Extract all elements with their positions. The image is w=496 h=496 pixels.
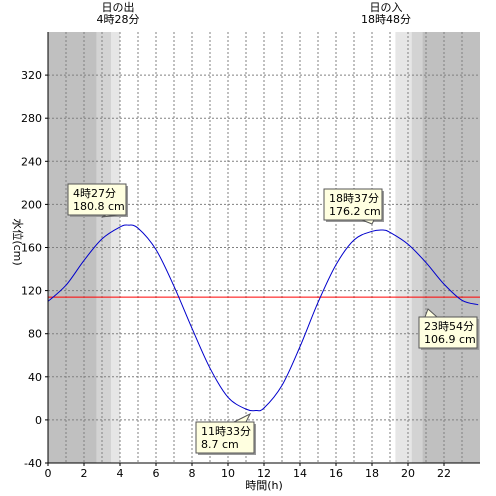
- x-tick-label: 16: [329, 467, 343, 480]
- x-tick-label: 14: [293, 467, 307, 480]
- twilight-light-shade: [395, 32, 412, 463]
- sunset-time: 18時48分: [361, 13, 411, 26]
- plot-frame: [45, 32, 480, 466]
- callout-time: 4時27分: [73, 187, 116, 200]
- y-axis-title: 水位(cm): [11, 218, 25, 265]
- callout-pointer: [233, 412, 252, 423]
- callout-value: 176.2 cm: [329, 205, 381, 218]
- callout-box: [418, 316, 478, 349]
- x-tick-label: 22: [437, 467, 451, 480]
- x-tick-label: 8: [189, 467, 196, 480]
- x-tick-label: 10: [221, 467, 235, 480]
- x-tick-label: 20: [401, 467, 415, 480]
- sunrise-title: 日の出: [102, 0, 135, 14]
- series: [47, 224, 479, 412]
- y-tick-label: 320: [21, 69, 42, 82]
- y-tick-label: 280: [21, 112, 42, 125]
- y-tick-label: 240: [21, 155, 42, 168]
- callout-value: 8.7 cm: [201, 438, 239, 451]
- callout-value: 180.8 cm: [73, 200, 125, 213]
- callout-box: [67, 183, 127, 216]
- twilight-light-shade: [111, 32, 120, 463]
- y-tick-label: 200: [21, 198, 42, 211]
- tide-series-line: [47, 224, 479, 412]
- callout-time: 23時54分: [424, 320, 474, 333]
- callout-box: [195, 421, 255, 454]
- x-axis-title: 時間(h): [245, 479, 283, 492]
- twilight-mid-shade: [96, 32, 111, 463]
- grid: [48, 32, 480, 463]
- x-tick-label: 0: [45, 467, 52, 480]
- x-tick-label: 6: [153, 467, 160, 480]
- y-tick-label: 40: [28, 371, 42, 384]
- callout-time: 18時37分: [329, 192, 379, 205]
- x-tick-label: 2: [81, 467, 88, 480]
- x-tick-label: 4: [117, 467, 124, 480]
- y-tick-label: 160: [21, 242, 42, 255]
- callout-time: 11時33分: [201, 425, 251, 438]
- sunset-title: 日の入: [370, 1, 403, 14]
- y-tick-label: 120: [21, 285, 42, 298]
- night-shade: [422, 32, 480, 463]
- sunrise-time: 4時28分: [97, 13, 140, 26]
- y-tick-label: -40: [24, 457, 42, 470]
- y-tick-label: 0: [35, 414, 42, 427]
- callout-box: [323, 188, 383, 221]
- y-tick-label: 80: [28, 328, 42, 341]
- callout-value: 106.9 cm: [424, 333, 476, 346]
- x-tick-label: 18: [365, 467, 379, 480]
- x-tick-label: 12: [257, 467, 271, 480]
